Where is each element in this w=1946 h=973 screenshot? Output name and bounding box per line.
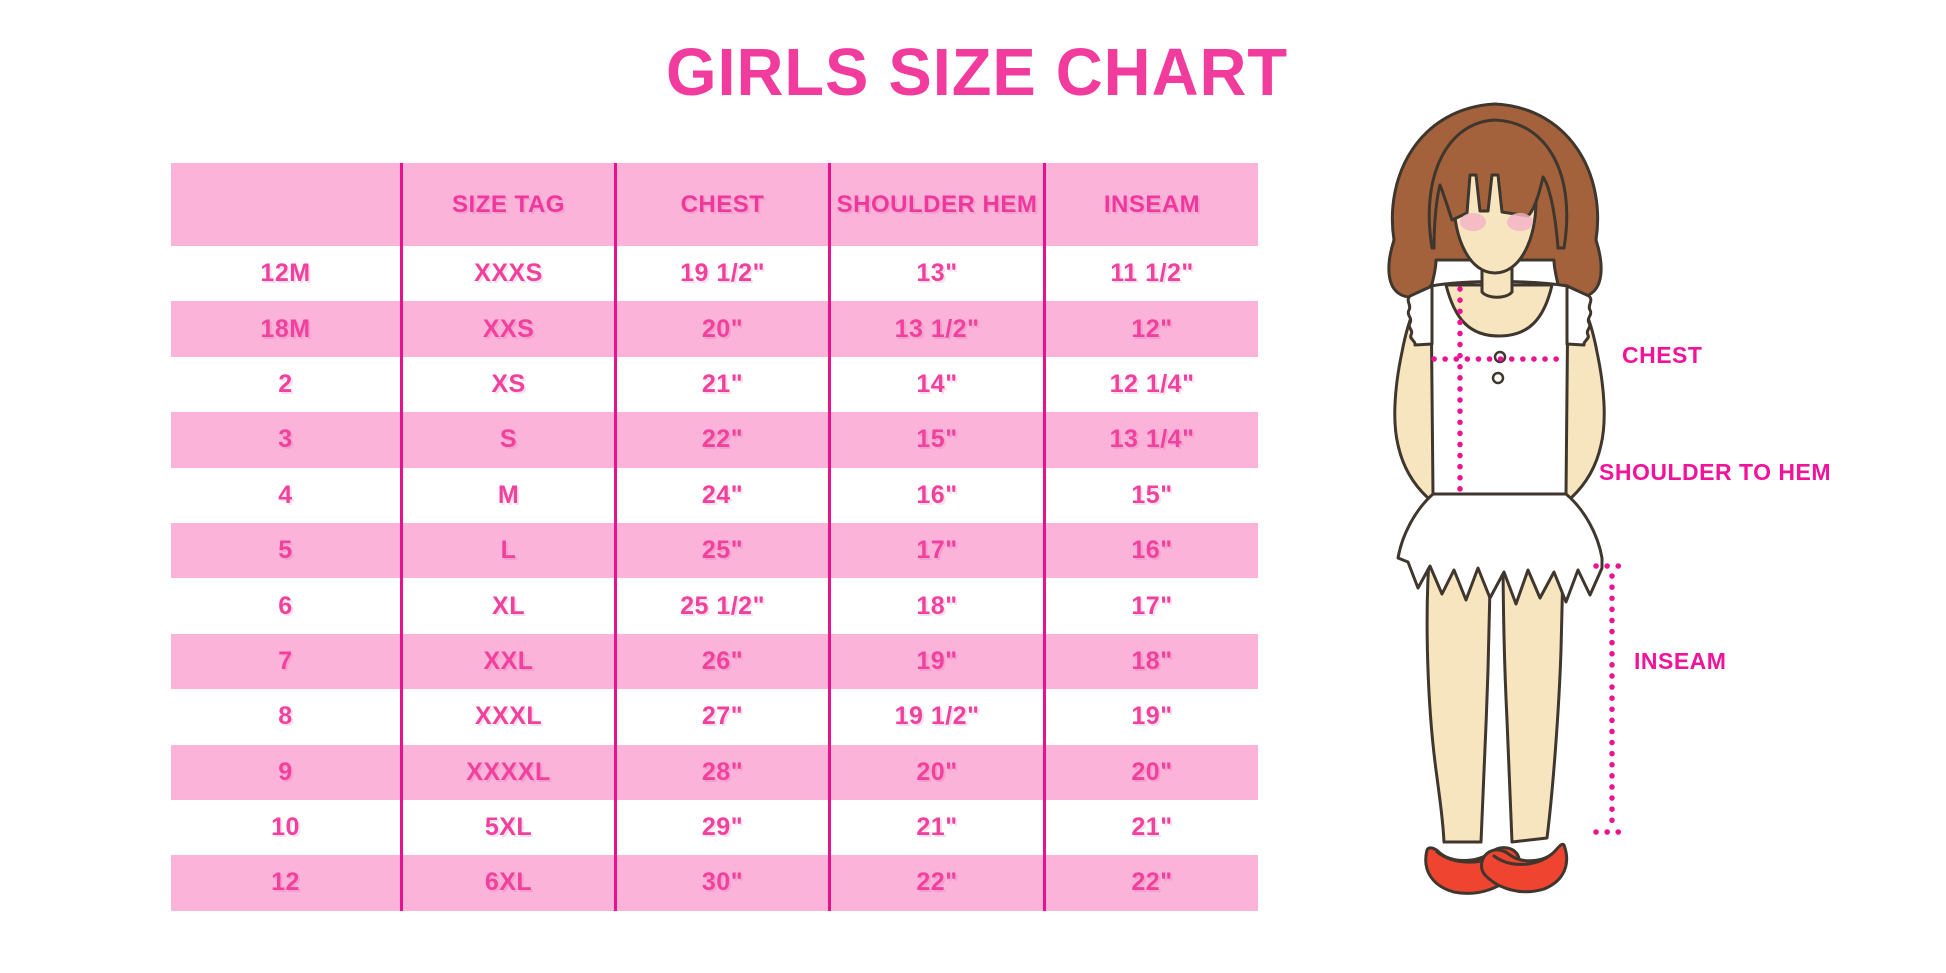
girl-neckline: [1444, 283, 1554, 338]
table-cell: 26": [614, 633, 828, 690]
table-cell: XXS: [400, 301, 614, 357]
table-cell: 21": [828, 799, 1043, 856]
column-header: SHOULDER HEM: [828, 163, 1043, 246]
row-size-label: 2: [171, 356, 400, 413]
table-cell: XXXL: [400, 689, 614, 745]
table-cell: 11 1/2": [1043, 246, 1258, 302]
table-cell: 27": [614, 689, 828, 745]
table-cell: 25 1/2": [614, 578, 828, 634]
girl-top-button-2: [1491, 371, 1505, 385]
table-cell: 28": [614, 744, 828, 800]
row-size-label: 7: [171, 633, 400, 690]
table-cell: 21": [614, 356, 828, 413]
girl-right-leg: [1501, 543, 1565, 844]
table-cell: 5XL: [400, 799, 614, 856]
table-cell: 13 1/4": [1043, 412, 1258, 468]
row-size-label: 12M: [171, 246, 400, 302]
table-cell: XXXS: [400, 246, 614, 302]
table-cell: M: [400, 467, 614, 523]
table-cell: 20": [1043, 744, 1258, 800]
girl-left-leg: [1425, 543, 1493, 844]
table-cell: 29": [614, 799, 828, 856]
table-cell: XL: [400, 578, 614, 634]
table-cell: 12 1/4": [1043, 356, 1258, 413]
girl-left-ruffle: [1406, 284, 1434, 347]
table-cell: 6XL: [400, 855, 614, 911]
column-header: CHEST: [614, 163, 828, 246]
girl-skirt: [1396, 492, 1604, 606]
row-size-label: 10: [171, 799, 400, 856]
table-cell: 17": [828, 522, 1043, 579]
table-cell: 18": [828, 578, 1043, 634]
table-cell: 16": [828, 467, 1043, 523]
column-header: SIZE TAG: [400, 163, 614, 246]
table-cell: 20": [614, 301, 828, 357]
table-cell: XXXXL: [400, 744, 614, 800]
girl-right-shoe-strap: [1492, 852, 1554, 866]
row-size-label: 9: [171, 744, 400, 800]
girl-right-ruffle: [1565, 284, 1593, 347]
table-cell: 15": [1043, 467, 1258, 523]
table-cell: 30": [614, 855, 828, 911]
column-header: INSEAM: [1043, 163, 1258, 246]
girl-bangs: [1427, 118, 1569, 250]
table-cell: 13 1/2": [828, 301, 1043, 357]
table-cell: 22": [1043, 855, 1258, 911]
row-size-label: 6: [171, 578, 400, 634]
table-cell: 22": [614, 412, 828, 468]
table-cell: XXL: [400, 633, 614, 690]
table-cell: 15": [828, 412, 1043, 468]
table-cell: 13": [828, 246, 1043, 302]
chest-label: CHEST: [1622, 342, 1703, 368]
table-cell: 17": [1043, 578, 1258, 634]
girl-right-blush: [1507, 213, 1533, 231]
row-size-label: 5: [171, 522, 400, 579]
shoulder-to-hem-label: SHOULDER TO HEM: [1599, 459, 1831, 485]
table-cell: 24": [614, 467, 828, 523]
table-cell: 18": [1043, 633, 1258, 690]
table-cell: 25": [614, 522, 828, 579]
table-cell: 21": [1043, 799, 1258, 856]
row-size-label: 3: [171, 412, 400, 468]
row-size-label: 4: [171, 467, 400, 523]
row-size-label: 12: [171, 855, 400, 911]
table-cell: S: [400, 412, 614, 468]
column-header: [171, 163, 400, 246]
table-cell: 22": [828, 855, 1043, 911]
row-size-label: 8: [171, 689, 400, 745]
page-title: GIRLS SIZE CHART: [665, 35, 1289, 110]
table-cell: XS: [400, 356, 614, 413]
row-size-label: 18M: [171, 301, 400, 357]
girl-figure-svg: [1387, 102, 1631, 895]
girl-left-blush: [1460, 213, 1486, 231]
inseam-label: INSEAM: [1634, 648, 1727, 674]
table-cell: L: [400, 522, 614, 579]
size-table: SIZE TAG CHEST SHOULDER HEM INSEAM 12M XXXS 19…: [171, 163, 1258, 911]
table-cell: 16": [1043, 522, 1258, 579]
girl-right-shoe: [1480, 842, 1569, 894]
girl-illustration: [1370, 80, 1870, 920]
table-cell: 14": [828, 356, 1043, 413]
table-cell: 19": [1043, 689, 1258, 745]
table-cell: 19 1/2": [828, 689, 1043, 745]
table-cell: 19 1/2": [614, 246, 828, 302]
table-cell: 20": [828, 744, 1043, 800]
table-cell: 12": [1043, 301, 1258, 357]
table-cell: 19": [828, 633, 1043, 690]
